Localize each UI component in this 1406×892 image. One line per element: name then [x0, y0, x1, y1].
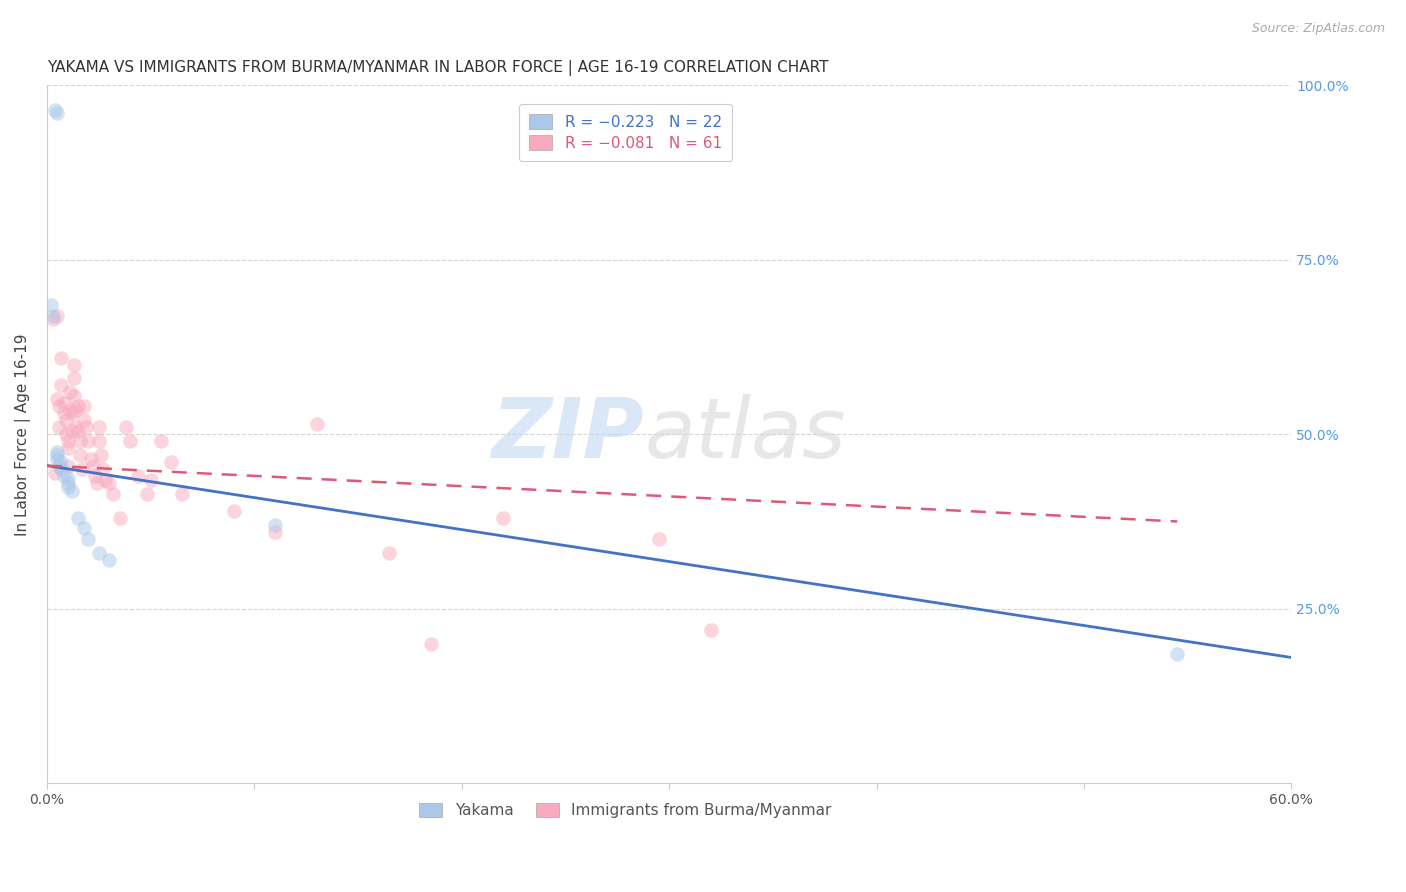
Point [264, 518, 287, 533]
Point [419, 636, 441, 650]
Point [67, 511, 90, 525]
Point [108, 511, 131, 525]
Point [56, 441, 79, 455]
Point [94, 473, 117, 487]
Point [63, 371, 86, 385]
Point [305, 417, 328, 431]
Point [55, 413, 77, 427]
Point [70, 462, 93, 476]
Point [46, 451, 69, 466]
Point [56, 479, 79, 493]
Point [46, 444, 69, 458]
Point [46, 309, 69, 323]
Point [1166, 647, 1188, 661]
Point [118, 434, 141, 449]
Point [55, 427, 77, 442]
Point [52, 469, 75, 483]
Point [51, 462, 73, 476]
Point [60, 424, 83, 438]
Point [56, 458, 79, 473]
Point [51, 351, 73, 365]
Point [69, 434, 91, 449]
Point [150, 434, 173, 449]
Point [52, 396, 75, 410]
Point [46, 448, 69, 462]
Point [90, 448, 112, 462]
Point [67, 400, 90, 414]
Point [51, 455, 73, 469]
Point [67, 424, 90, 438]
Point [52, 406, 75, 420]
Point [65, 402, 87, 417]
Point [170, 486, 193, 500]
Point [378, 546, 401, 560]
Point [77, 532, 100, 546]
Point [65, 420, 87, 434]
Point [77, 434, 100, 449]
Point [83, 469, 105, 483]
Point [98, 476, 121, 491]
Point [264, 524, 287, 539]
Point [86, 476, 108, 491]
Point [60, 484, 83, 499]
Point [51, 378, 73, 392]
Point [91, 462, 114, 476]
Point [79, 451, 101, 466]
Point [44, 466, 66, 480]
Point [59, 385, 82, 400]
Point [75, 420, 97, 434]
Point [44, 103, 66, 117]
Point [648, 532, 671, 546]
Point [82, 458, 104, 473]
Point [73, 400, 96, 414]
Point [87, 434, 110, 449]
Point [69, 448, 91, 462]
Point [59, 402, 82, 417]
Point [87, 546, 110, 560]
Text: ZIP: ZIP [492, 393, 644, 475]
Point [87, 420, 110, 434]
Text: Source: ZipAtlas.com: Source: ZipAtlas.com [1251, 22, 1385, 36]
Point [42, 312, 65, 326]
Point [48, 458, 70, 473]
Point [103, 486, 125, 500]
Point [42, 309, 65, 323]
Point [46, 106, 69, 120]
Point [492, 511, 515, 525]
Y-axis label: In Labor Force | Age 16-19: In Labor Force | Age 16-19 [15, 333, 31, 535]
Point [73, 413, 96, 427]
Point [56, 470, 79, 484]
Point [73, 521, 96, 535]
Point [63, 358, 86, 372]
Point [114, 420, 136, 434]
Text: atlas: atlas [644, 393, 846, 475]
Point [63, 389, 86, 403]
Point [46, 392, 69, 407]
Point [48, 420, 70, 434]
Point [56, 434, 79, 449]
Text: YAKAMA VS IMMIGRANTS FROM BURMA/MYANMAR IN LABOR FORCE | AGE 16-19 CORRELATION C: YAKAMA VS IMMIGRANTS FROM BURMA/MYANMAR … [46, 60, 828, 76]
Point [222, 504, 245, 518]
Point [135, 486, 157, 500]
Point [39, 298, 62, 312]
Point [139, 473, 162, 487]
Point [699, 623, 721, 637]
Legend: Yakama, Immigrants from Burma/Myanmar: Yakama, Immigrants from Burma/Myanmar [413, 797, 838, 824]
Point [48, 400, 70, 414]
Point [160, 455, 183, 469]
Point [60, 406, 83, 420]
Point [127, 469, 149, 483]
Point [98, 553, 121, 567]
Point [56, 476, 79, 491]
